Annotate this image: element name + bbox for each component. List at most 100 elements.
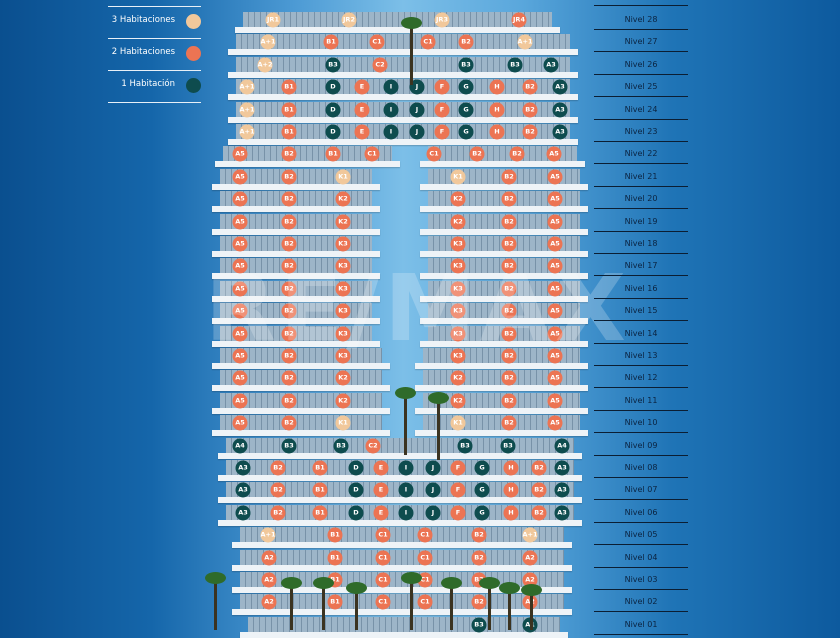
unit-marker[interactable]: B1 bbox=[327, 527, 343, 543]
unit-marker[interactable]: K1 bbox=[335, 169, 351, 185]
unit-marker[interactable]: A5 bbox=[547, 393, 563, 409]
unit-marker[interactable]: E bbox=[354, 79, 370, 95]
unit-marker[interactable]: B2 bbox=[501, 415, 517, 431]
unit-marker[interactable]: A3 bbox=[554, 482, 570, 498]
unit-marker[interactable]: B2 bbox=[281, 415, 297, 431]
unit-marker[interactable]: C1 bbox=[369, 34, 385, 50]
unit-marker[interactable]: I bbox=[398, 460, 414, 476]
unit-marker[interactable]: K3 bbox=[450, 236, 466, 252]
unit-marker[interactable]: B2 bbox=[281, 236, 297, 252]
unit-marker[interactable]: K1 bbox=[450, 415, 466, 431]
unit-marker[interactable]: C1 bbox=[375, 572, 391, 588]
unit-marker[interactable]: B2 bbox=[531, 482, 547, 498]
unit-marker[interactable]: JR4 bbox=[511, 12, 527, 28]
unit-marker[interactable]: C1 bbox=[417, 550, 433, 566]
unit-marker[interactable]: A5 bbox=[232, 326, 248, 342]
unit-marker[interactable]: B2 bbox=[281, 326, 297, 342]
unit-marker[interactable]: B2 bbox=[281, 348, 297, 364]
unit-marker[interactable]: D bbox=[325, 124, 341, 140]
unit-marker[interactable]: D bbox=[348, 482, 364, 498]
unit-marker[interactable]: C2 bbox=[365, 438, 381, 454]
unit-marker[interactable]: B2 bbox=[522, 102, 538, 118]
unit-marker[interactable]: B2 bbox=[281, 303, 297, 319]
unit-marker[interactable]: B2 bbox=[270, 482, 286, 498]
unit-marker[interactable]: B1 bbox=[323, 34, 339, 50]
unit-marker[interactable]: I bbox=[398, 505, 414, 521]
unit-marker[interactable]: A5 bbox=[547, 191, 563, 207]
unit-marker[interactable]: I bbox=[383, 79, 399, 95]
unit-marker[interactable]: B2 bbox=[471, 594, 487, 610]
unit-marker[interactable]: B2 bbox=[270, 505, 286, 521]
unit-marker[interactable]: H bbox=[503, 482, 519, 498]
unit-marker[interactable]: H bbox=[489, 79, 505, 95]
unit-marker[interactable]: A+1 bbox=[239, 124, 255, 140]
unit-marker[interactable]: K2 bbox=[335, 214, 351, 230]
unit-marker[interactable]: F bbox=[434, 124, 450, 140]
unit-marker[interactable]: B3 bbox=[457, 438, 473, 454]
unit-marker[interactable]: K2 bbox=[450, 370, 466, 386]
unit-marker[interactable]: A3 bbox=[235, 482, 251, 498]
unit-marker[interactable]: J bbox=[409, 79, 425, 95]
unit-marker[interactable]: G bbox=[474, 482, 490, 498]
unit-marker[interactable]: B3 bbox=[507, 57, 523, 73]
unit-marker[interactable]: A5 bbox=[547, 281, 563, 297]
unit-marker[interactable]: A2 bbox=[261, 594, 277, 610]
unit-marker[interactable]: A+1 bbox=[517, 34, 533, 50]
unit-marker[interactable]: C1 bbox=[417, 527, 433, 543]
unit-marker[interactable]: J bbox=[409, 124, 425, 140]
unit-marker[interactable]: C1 bbox=[417, 594, 433, 610]
unit-marker[interactable]: G bbox=[474, 460, 490, 476]
unit-marker[interactable]: A5 bbox=[232, 258, 248, 274]
unit-marker[interactable]: K2 bbox=[335, 370, 351, 386]
unit-marker[interactable]: B2 bbox=[458, 34, 474, 50]
unit-marker[interactable]: F bbox=[450, 460, 466, 476]
unit-marker[interactable]: A3 bbox=[554, 460, 570, 476]
unit-marker[interactable]: K3 bbox=[335, 281, 351, 297]
unit-marker[interactable]: C1 bbox=[426, 146, 442, 162]
unit-marker[interactable]: D bbox=[348, 505, 364, 521]
unit-marker[interactable]: B3 bbox=[500, 438, 516, 454]
unit-marker[interactable]: D bbox=[325, 79, 341, 95]
unit-marker[interactable]: A+1 bbox=[522, 527, 538, 543]
unit-marker[interactable]: A3 bbox=[552, 79, 568, 95]
unit-marker[interactable]: A5 bbox=[547, 370, 563, 386]
unit-marker[interactable]: A+2 bbox=[257, 57, 273, 73]
unit-marker[interactable]: H bbox=[503, 460, 519, 476]
unit-marker[interactable]: A5 bbox=[232, 281, 248, 297]
unit-marker[interactable]: B1 bbox=[312, 460, 328, 476]
unit-marker[interactable]: C1 bbox=[364, 146, 380, 162]
unit-marker[interactable]: G bbox=[458, 79, 474, 95]
unit-marker[interactable]: B3 bbox=[458, 57, 474, 73]
unit-marker[interactable]: B1 bbox=[327, 550, 343, 566]
unit-marker[interactable]: B2 bbox=[501, 326, 517, 342]
unit-marker[interactable]: A3 bbox=[552, 102, 568, 118]
unit-marker[interactable]: K2 bbox=[450, 214, 466, 230]
unit-marker[interactable]: A5 bbox=[547, 236, 563, 252]
unit-marker[interactable]: A5 bbox=[547, 258, 563, 274]
unit-marker[interactable]: K3 bbox=[335, 348, 351, 364]
unit-marker[interactable]: B1 bbox=[312, 482, 328, 498]
unit-marker[interactable]: K2 bbox=[335, 393, 351, 409]
unit-marker[interactable]: A5 bbox=[547, 169, 563, 185]
unit-marker[interactable]: B1 bbox=[327, 594, 343, 610]
unit-marker[interactable]: JR2 bbox=[341, 12, 357, 28]
unit-marker[interactable]: B2 bbox=[522, 124, 538, 140]
unit-marker[interactable]: B2 bbox=[281, 393, 297, 409]
unit-marker[interactable]: B2 bbox=[471, 527, 487, 543]
unit-marker[interactable]: D bbox=[325, 102, 341, 118]
unit-marker[interactable]: K3 bbox=[450, 303, 466, 319]
unit-marker[interactable]: F bbox=[434, 102, 450, 118]
unit-marker[interactable]: E bbox=[354, 102, 370, 118]
unit-marker[interactable]: B2 bbox=[270, 460, 286, 476]
unit-marker[interactable]: B2 bbox=[281, 370, 297, 386]
unit-marker[interactable]: B2 bbox=[501, 236, 517, 252]
unit-marker[interactable]: A2 bbox=[522, 550, 538, 566]
unit-marker[interactable]: J bbox=[425, 460, 441, 476]
unit-marker[interactable]: C1 bbox=[375, 527, 391, 543]
unit-marker[interactable]: J bbox=[425, 505, 441, 521]
unit-marker[interactable]: JR1 bbox=[265, 12, 281, 28]
unit-marker[interactable]: K3 bbox=[335, 303, 351, 319]
unit-marker[interactable]: B2 bbox=[531, 460, 547, 476]
unit-marker[interactable]: A5 bbox=[547, 326, 563, 342]
unit-marker[interactable]: K3 bbox=[335, 236, 351, 252]
